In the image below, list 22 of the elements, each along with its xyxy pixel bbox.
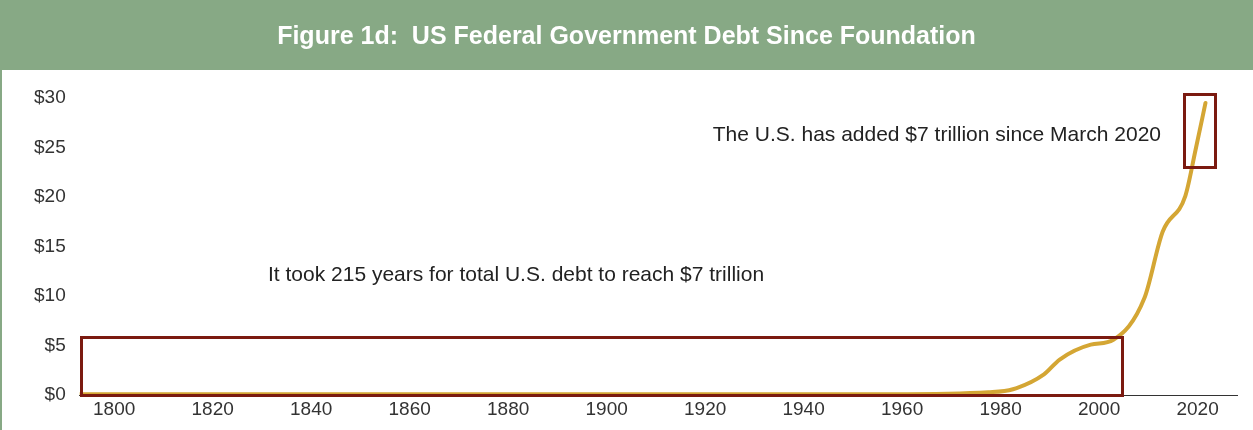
- y-tick-label: $20: [34, 185, 66, 207]
- x-tick-label: 1840: [290, 397, 333, 419]
- chart-title: Figure 1d: US Federal Government Debt Since Foundation: [0, 0, 1253, 70]
- x-tick-label: 1960: [880, 397, 924, 419]
- x-tick-label: 1940: [782, 397, 825, 419]
- x-tick-label: 1800: [93, 397, 136, 419]
- y-tick-label: $0: [44, 383, 66, 405]
- x-tick-label: 1980: [979, 397, 1022, 419]
- y-tick-label: $10: [34, 284, 66, 306]
- y-tick-label: $5: [44, 333, 66, 355]
- y-tick-label: $30: [34, 86, 66, 108]
- annotation: It took 215 years for total U.S. debt to reach $7 trillion: [268, 262, 765, 286]
- x-tick-label: 2000: [1077, 397, 1121, 419]
- x-tick-label: 1820: [191, 397, 234, 419]
- x-tick-label: 1920: [683, 397, 727, 419]
- y-tick-label: $25: [34, 135, 66, 157]
- y-tick-label: $15: [34, 234, 66, 256]
- annotation: The U.S. has added $7 trillion since March 2020: [712, 122, 1161, 146]
- x-tick-label: 2020: [1176, 397, 1219, 419]
- x-tick-label: 1880: [487, 397, 530, 419]
- x-tick-label: 1900: [585, 397, 628, 419]
- x-tick-label: 1860: [388, 397, 431, 419]
